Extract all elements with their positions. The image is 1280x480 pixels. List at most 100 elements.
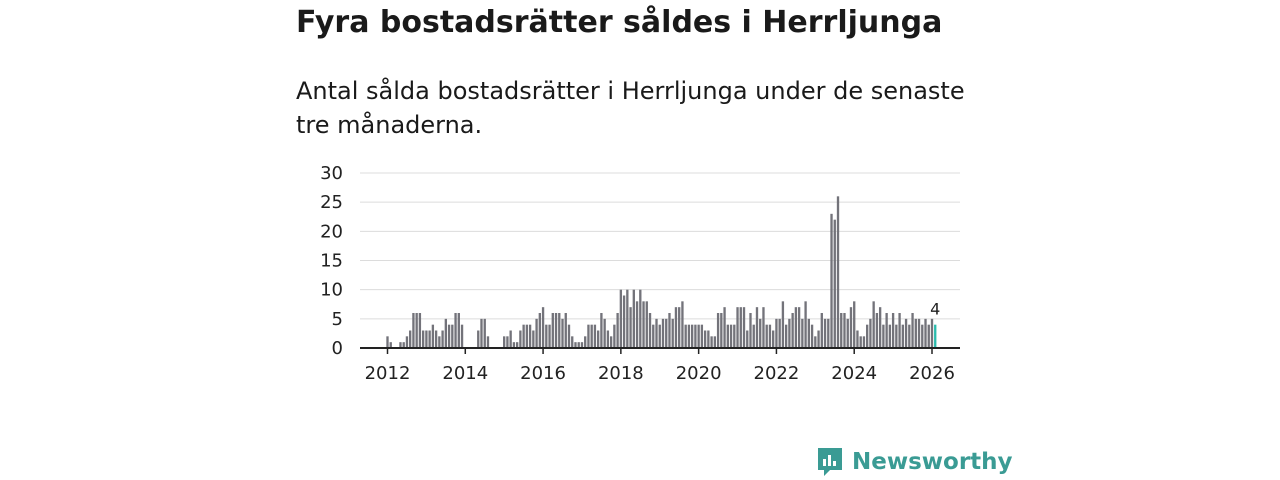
bar [447, 324, 451, 348]
bar [619, 289, 623, 348]
x-tick-label: 2026 [909, 363, 955, 384]
bar [690, 324, 694, 348]
bar [655, 318, 658, 348]
bar [444, 318, 447, 348]
bar [580, 342, 584, 348]
bar [538, 313, 541, 348]
bar [862, 336, 866, 348]
bar [509, 330, 512, 348]
bar [742, 307, 746, 348]
newsworthy-logo-text: Newsworthy [852, 449, 1013, 475]
bar [454, 313, 457, 348]
bar [788, 318, 791, 348]
y-tick-label: 0 [332, 338, 343, 359]
bar [399, 342, 402, 348]
y-axis-labels: 0 5 10 15 20 25 30 [320, 163, 343, 359]
bar [535, 318, 538, 348]
bar [597, 330, 600, 348]
x-tick-label: 2020 [676, 363, 722, 384]
bar [836, 196, 840, 348]
bar [827, 318, 830, 348]
bar [888, 324, 892, 348]
bar [895, 324, 898, 348]
bar [911, 313, 914, 348]
bar [567, 324, 571, 348]
bar [658, 324, 661, 348]
bar [418, 313, 422, 348]
bar [729, 324, 733, 348]
bar [716, 313, 720, 348]
bar [541, 307, 545, 348]
bar [613, 324, 616, 348]
bar [703, 330, 707, 348]
bar [917, 318, 921, 348]
bar [904, 318, 908, 348]
bar [843, 313, 846, 348]
y-tick-label: 30 [320, 163, 343, 184]
bar [460, 324, 464, 348]
bar [765, 324, 768, 348]
bar [665, 318, 668, 348]
bar [609, 336, 613, 348]
bar [674, 307, 678, 348]
bar [477, 330, 480, 348]
bar [574, 342, 577, 348]
x-tick-label: 2022 [754, 363, 800, 384]
bar [901, 324, 904, 348]
bar [768, 324, 772, 348]
bar [600, 313, 603, 348]
bar [830, 213, 833, 348]
bar [525, 324, 529, 348]
x-tick-label: 2014 [442, 363, 488, 384]
bar [434, 330, 438, 348]
bar [687, 324, 691, 348]
bar [840, 313, 843, 348]
bar [548, 324, 551, 348]
bar [571, 336, 574, 348]
bar [752, 324, 755, 348]
annotations: 4 [930, 300, 940, 319]
bar [412, 313, 415, 348]
bar [681, 301, 684, 348]
bar [914, 318, 917, 348]
bar [853, 301, 856, 348]
bar [849, 307, 853, 348]
bar [425, 330, 428, 348]
x-axis: 2012 2014 2016 2018 2020 2022 2024 2026 [360, 347, 960, 384]
bar [389, 342, 392, 348]
latest-value-label: 4 [930, 300, 940, 319]
bar-chart: 0 5 10 15 20 25 30 2012 2014 2016 2018 2020 2022 202… [320, 163, 960, 384]
bar [817, 330, 820, 348]
bar [772, 330, 775, 348]
bar [577, 342, 580, 348]
y-tick-label: 15 [320, 251, 343, 272]
bar [791, 313, 794, 348]
bar [794, 307, 798, 348]
bar [726, 324, 729, 348]
bar [872, 301, 875, 348]
bar [700, 324, 704, 348]
bar [710, 336, 713, 348]
bar-latest [934, 324, 937, 348]
bar [694, 324, 697, 348]
bar [759, 318, 762, 348]
bar [441, 330, 444, 348]
bar [746, 330, 749, 348]
bar [629, 307, 632, 348]
bar [652, 324, 655, 348]
bar [480, 318, 483, 348]
newsworthy-logo-icon [818, 448, 842, 476]
bar [797, 307, 801, 348]
chart-title: Fyra bostadsrätter såldes i Herrljunga [296, 5, 943, 40]
bar [859, 336, 862, 348]
bar [512, 342, 516, 348]
bar [632, 289, 635, 348]
bar [451, 324, 454, 348]
bar [561, 318, 564, 348]
bar [431, 324, 435, 348]
bar [833, 219, 836, 348]
newsworthy-logo[interactable]: Newsworthy [816, 446, 1013, 478]
bar [626, 289, 629, 348]
bar [593, 324, 597, 348]
